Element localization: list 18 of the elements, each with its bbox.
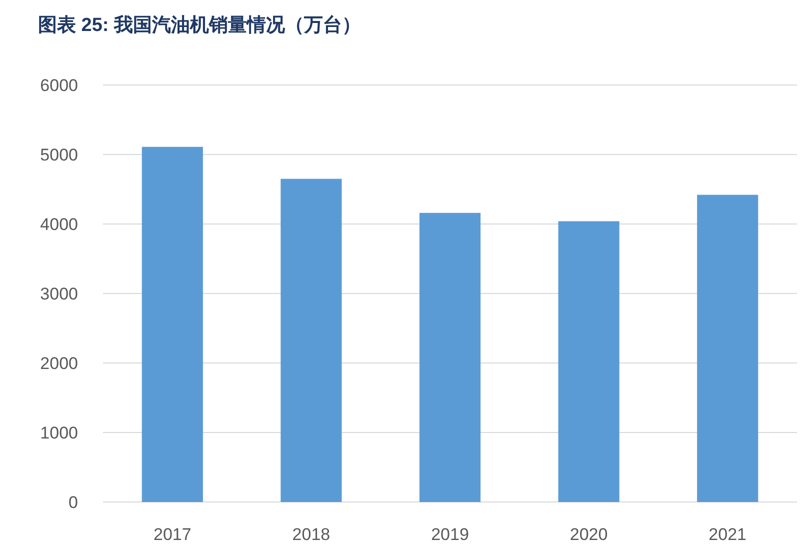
- bar: [142, 146, 203, 502]
- y-tick-label: 1000: [40, 424, 78, 442]
- y-tick-label: 5000: [40, 146, 78, 164]
- bar: [697, 194, 758, 502]
- x-tick-label: 2020: [570, 525, 608, 544]
- bar: [280, 178, 342, 502]
- y-tick-label: 0: [68, 493, 78, 512]
- bar: [558, 221, 620, 502]
- x-tick-label: 2021: [708, 525, 747, 544]
- bar: [419, 212, 481, 502]
- y-tick-label: 3000: [40, 284, 78, 304]
- y-tick-label: 2000: [40, 354, 78, 373]
- x-tick-label: 2019: [431, 525, 469, 544]
- chart-title: 图表 25: 我国汽油机销量情况（万台）: [38, 14, 362, 36]
- y-tick-label: 4000: [40, 215, 78, 234]
- y-tick-label: 6000: [40, 76, 78, 95]
- x-tick-label: 2018: [292, 525, 330, 544]
- x-tick-label: 2017: [153, 525, 192, 544]
